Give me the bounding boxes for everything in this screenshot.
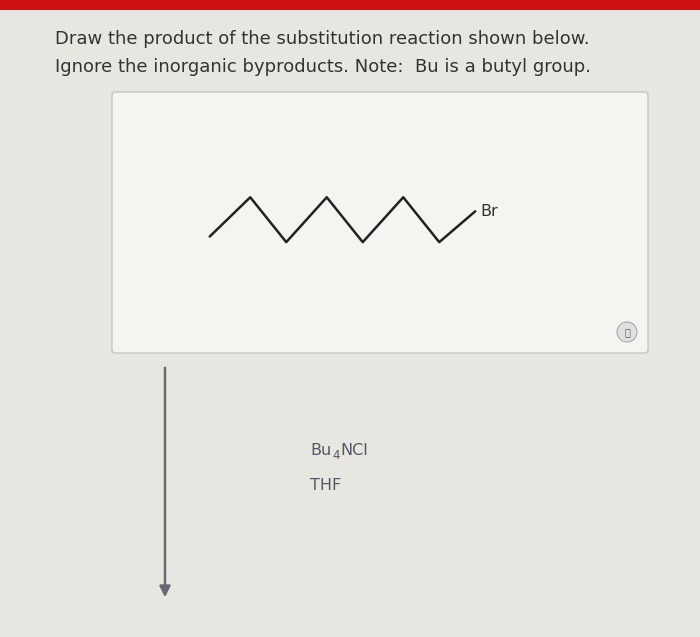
Text: Bu: Bu — [310, 443, 331, 458]
Text: 4: 4 — [332, 449, 340, 462]
FancyArrowPatch shape — [160, 368, 169, 594]
Text: THF: THF — [310, 478, 342, 493]
Text: Draw the product of the substitution reaction shown below.: Draw the product of the substitution rea… — [55, 30, 589, 48]
Text: NCl: NCl — [340, 443, 368, 458]
Circle shape — [617, 322, 637, 342]
Bar — [0, 0, 700, 10]
Text: Ignore the inorganic byproducts. Note:  Bu is a butyl group.: Ignore the inorganic byproducts. Note: B… — [55, 58, 591, 76]
Text: Br: Br — [480, 204, 498, 218]
FancyBboxPatch shape — [112, 92, 648, 353]
Text: 🔍: 🔍 — [624, 327, 630, 337]
